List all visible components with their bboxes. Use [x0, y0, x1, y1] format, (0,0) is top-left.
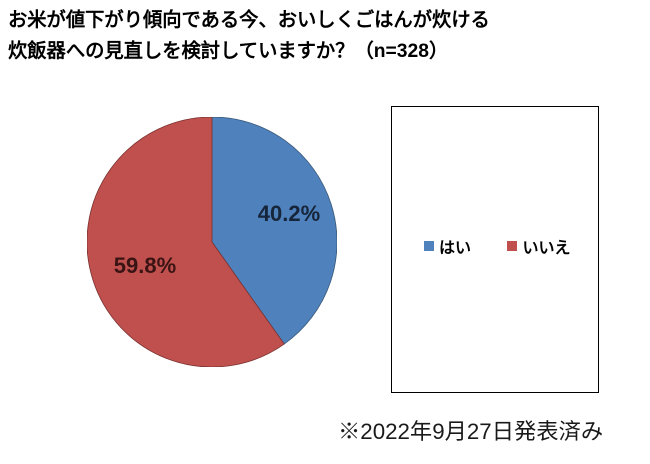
svg-text:40.2%: 40.2% — [258, 201, 320, 226]
svg-text:59.8%: 59.8% — [114, 253, 176, 278]
